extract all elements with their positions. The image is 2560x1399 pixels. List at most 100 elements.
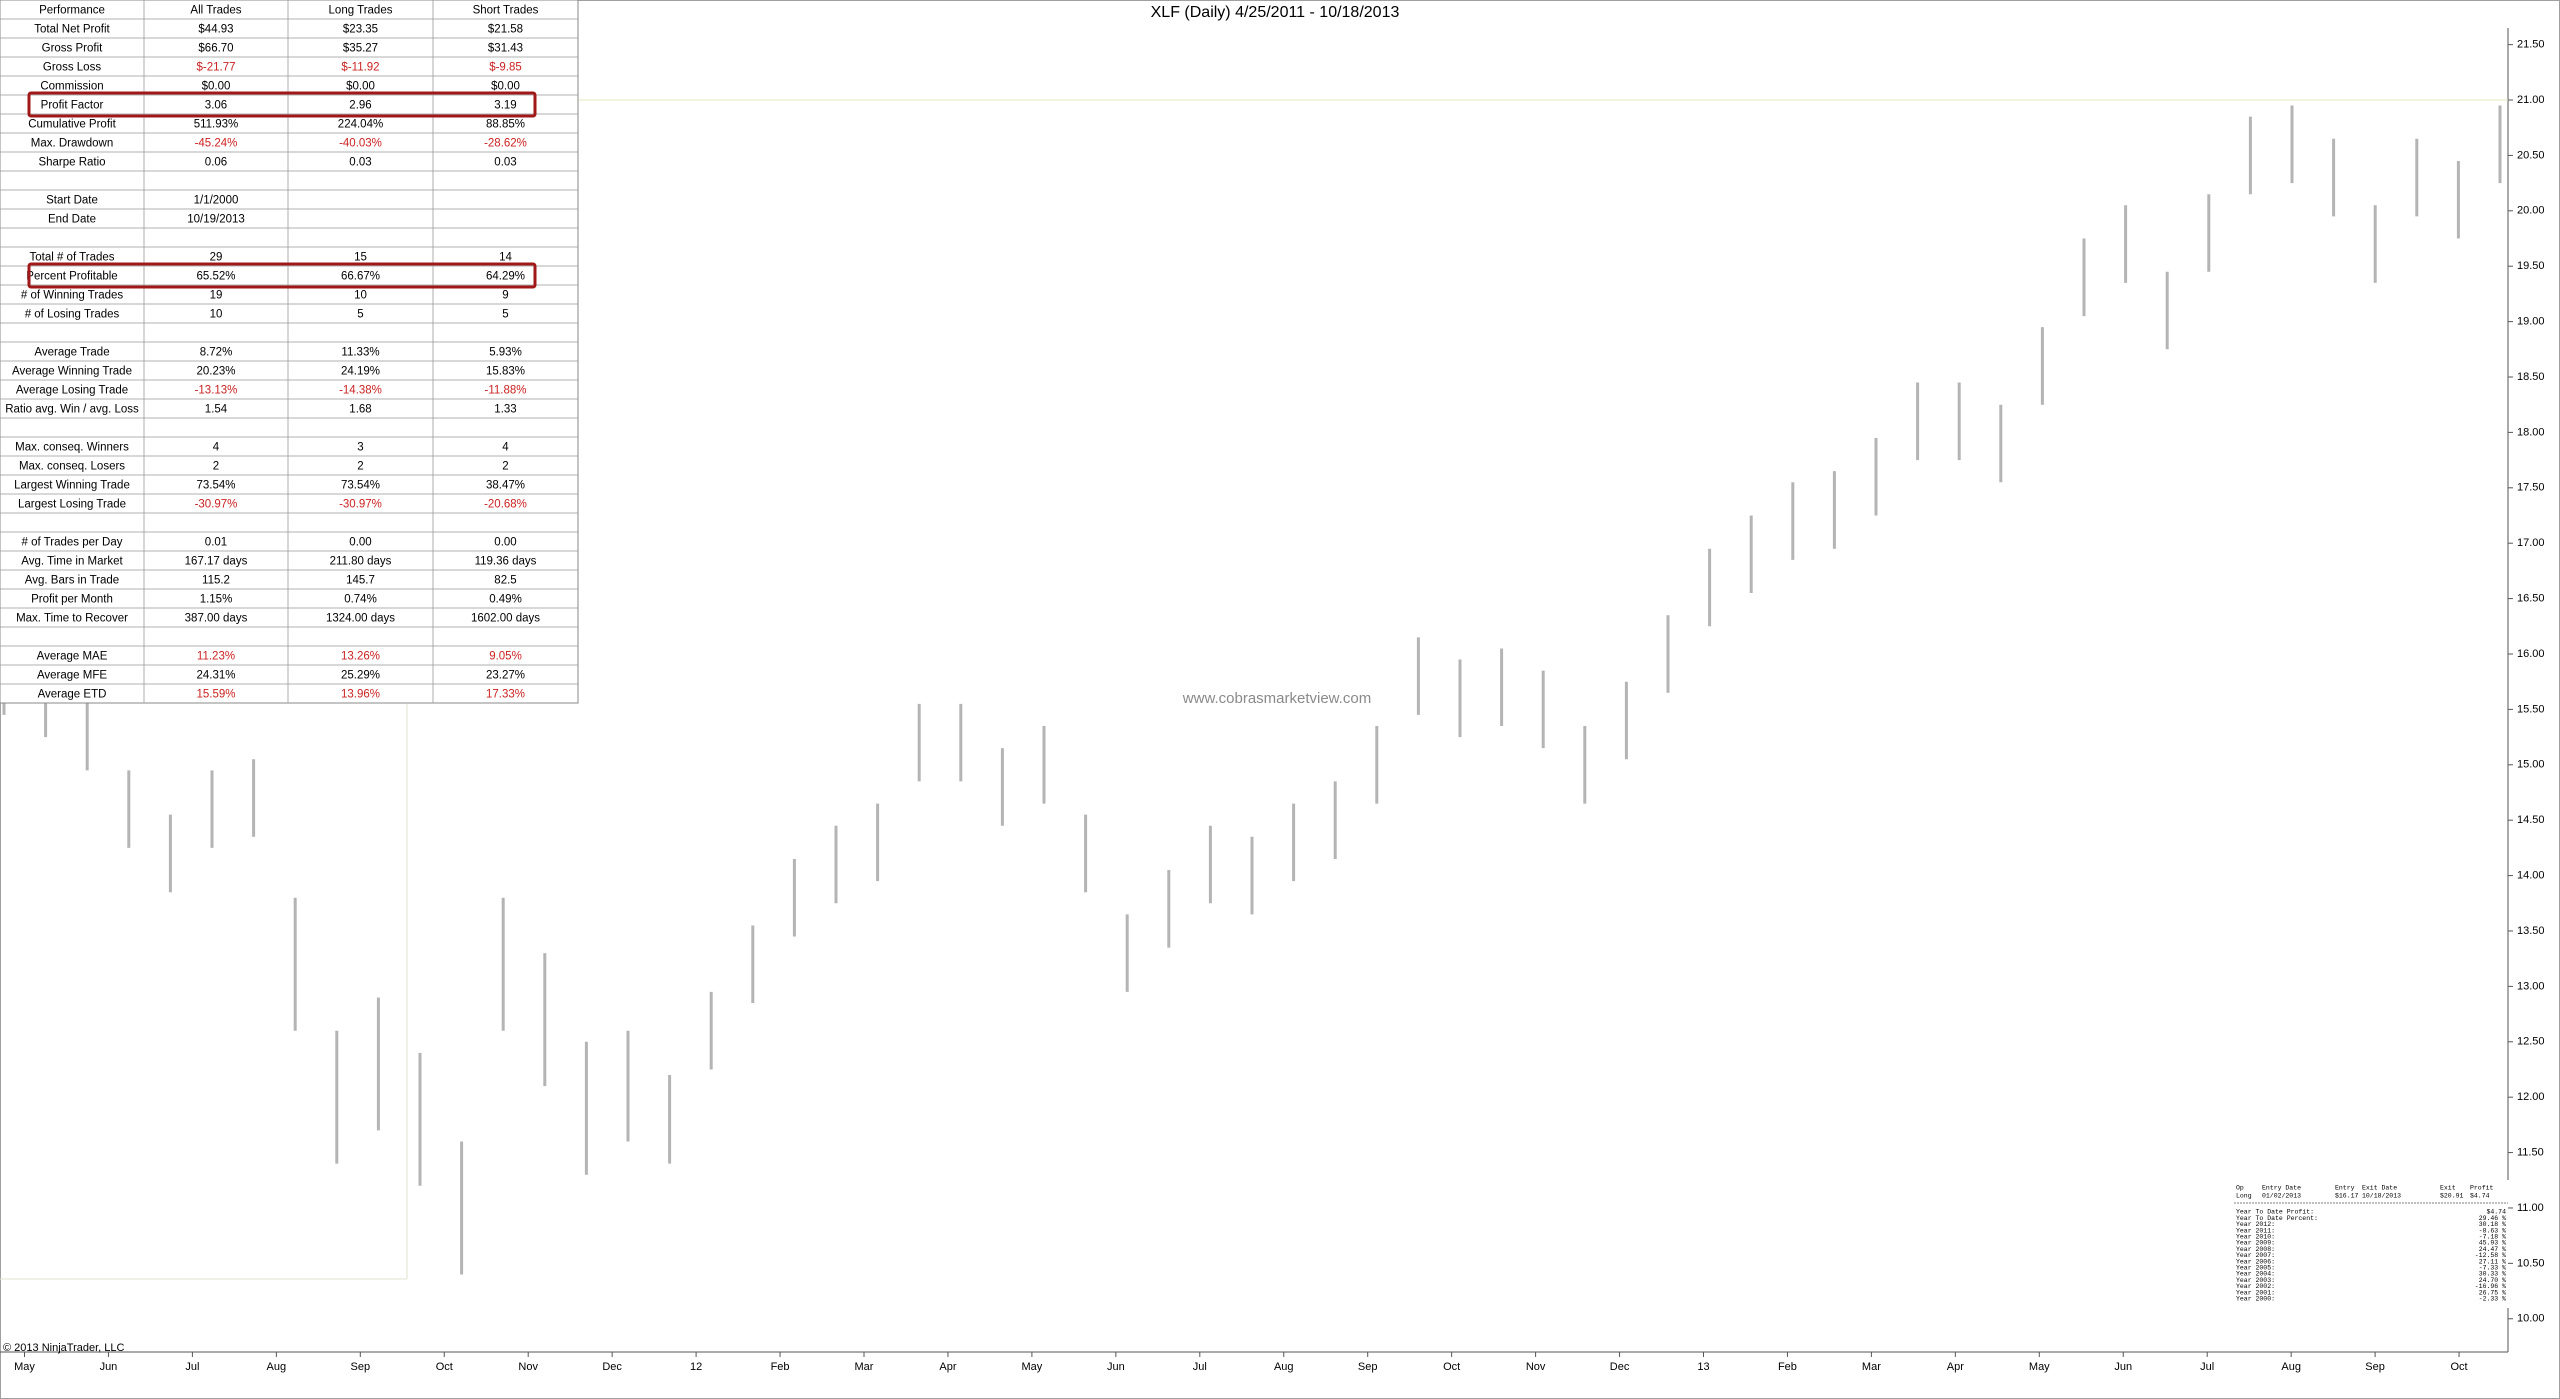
cell-value: 10 bbox=[210, 309, 223, 321]
row-label: Percent Profitable bbox=[26, 271, 117, 283]
report-stat-label: Year To Date Percent: bbox=[2236, 1215, 2318, 1222]
cell-value: 0.06 bbox=[205, 157, 227, 169]
report-stat-value: -12.58 % bbox=[2475, 1252, 2506, 1259]
cell-value: 24.19% bbox=[341, 366, 380, 378]
cell-value: 14 bbox=[499, 252, 512, 264]
cell-value: $-9.85 bbox=[489, 62, 522, 74]
report-stat-label: Year 2003: bbox=[2236, 1277, 2275, 1284]
x-tick-label: Aug bbox=[267, 1361, 287, 1373]
cell-value: 387.00 days bbox=[185, 613, 248, 625]
chart-title: XLF (Daily) 4/25/2011 - 10/18/2013 bbox=[1151, 4, 1400, 21]
cell-value: -11.88% bbox=[485, 385, 527, 397]
row-label: Sharpe Ratio bbox=[38, 157, 105, 169]
cell-value: 211.80 days bbox=[330, 556, 392, 568]
report-stat-value: 30.18 % bbox=[2479, 1221, 2506, 1228]
cell-value: 4 bbox=[213, 442, 220, 454]
y-tick-label: 18.00 bbox=[2517, 426, 2545, 438]
cell-value: -14.38% bbox=[339, 385, 382, 397]
row-label: Average Losing Trade bbox=[16, 385, 128, 397]
x-tick-label: Sep bbox=[1358, 1361, 1378, 1373]
cell-value: 2.96 bbox=[349, 100, 371, 112]
y-tick-label: 15.50 bbox=[2517, 703, 2545, 715]
row-label: Average MFE bbox=[37, 670, 107, 682]
report-stat-label: Year 2009: bbox=[2236, 1240, 2275, 1247]
y-tick-label: 11.50 bbox=[2517, 1146, 2544, 1158]
x-tick-label: Apr bbox=[939, 1361, 956, 1373]
report-stat-value: $4.74 bbox=[2486, 1209, 2506, 1216]
x-tick-label: May bbox=[1022, 1361, 1043, 1373]
x-tick-label: Jul bbox=[2200, 1361, 2214, 1373]
cell-value: 1.54 bbox=[205, 404, 228, 416]
cell-value: 13.26% bbox=[341, 651, 380, 663]
cell-value: -30.97% bbox=[339, 499, 382, 511]
y-tick-label: 21.50 bbox=[2517, 39, 2545, 51]
x-tick-label: Aug bbox=[2281, 1361, 2301, 1373]
row-label: Avg. Time in Market bbox=[21, 556, 123, 568]
cell-value: 82.5 bbox=[494, 575, 516, 587]
cell-value: 17.33% bbox=[486, 689, 525, 701]
cell-value: 38.47% bbox=[486, 480, 525, 492]
cell-value: $31.43 bbox=[488, 43, 523, 55]
x-tick-label: Aug bbox=[1274, 1361, 1294, 1373]
cell-value: 10/19/2013 bbox=[187, 214, 245, 226]
cell-value: 0.03 bbox=[349, 157, 371, 169]
report-stat-label: Year 2006: bbox=[2236, 1258, 2275, 1265]
cell-value: 9 bbox=[502, 290, 508, 302]
cell-value: 64.29% bbox=[486, 271, 525, 283]
x-tick-label: Oct bbox=[2450, 1361, 2467, 1373]
x-tick-label: Feb bbox=[771, 1361, 790, 1373]
report-background bbox=[2230, 1180, 2512, 1308]
x-tick-label: Mar bbox=[855, 1361, 874, 1373]
y-tick-label: 10.50 bbox=[2517, 1257, 2545, 1269]
cell-value: 29 bbox=[210, 252, 223, 264]
cell-value: 23.27% bbox=[486, 670, 525, 682]
report-stat-value: 30.33 % bbox=[2479, 1271, 2506, 1278]
cell-value: Long Trades bbox=[329, 5, 393, 17]
cell-value: 3 bbox=[357, 442, 363, 454]
cell-value: 65.52% bbox=[196, 271, 235, 283]
cell-value: $35.27 bbox=[343, 43, 378, 55]
cell-value: -28.62% bbox=[484, 138, 527, 150]
cell-value: 4 bbox=[502, 442, 509, 454]
row-label: Max. Drawdown bbox=[31, 138, 113, 150]
x-tick-label: Nov bbox=[518, 1361, 538, 1373]
x-tick-label: Feb bbox=[1778, 1361, 1797, 1373]
cell-value: 8.72% bbox=[200, 347, 233, 359]
x-tick-label: Mar bbox=[1862, 1361, 1881, 1373]
row-label: Average Winning Trade bbox=[12, 366, 132, 378]
report-stat-value: -7.33 % bbox=[2479, 1265, 2506, 1272]
report-stat-value: 45.93 % bbox=[2479, 1240, 2506, 1247]
y-tick-label: 18.50 bbox=[2517, 371, 2545, 383]
y-tick-label: 17.00 bbox=[2517, 537, 2545, 549]
row-label: Largest Winning Trade bbox=[14, 480, 130, 492]
row-label: Max. Time to Recover bbox=[16, 613, 128, 625]
x-tick-label: May bbox=[2029, 1361, 2050, 1373]
x-tick-label: Jul bbox=[1193, 1361, 1207, 1373]
cell-value: $-21.77 bbox=[196, 62, 235, 74]
y-tick-label: 12.50 bbox=[2517, 1036, 2545, 1048]
cell-value: 2 bbox=[502, 461, 508, 473]
cell-value: $0.00 bbox=[346, 81, 375, 93]
cell-value: 167.17 days bbox=[185, 556, 248, 568]
row-label: Gross Loss bbox=[43, 62, 101, 74]
row-label: Profit per Month bbox=[31, 594, 113, 606]
cell-value: $0.00 bbox=[491, 81, 520, 93]
report-header: Exit bbox=[2440, 1185, 2456, 1192]
cell-value: 10 bbox=[354, 290, 367, 302]
row-label: # of Winning Trades bbox=[21, 290, 124, 302]
x-tick-label: 13 bbox=[1697, 1361, 1709, 1373]
cell-value: 0.74% bbox=[344, 594, 377, 606]
report-stat-label: Year To Date Profit: bbox=[2236, 1209, 2314, 1216]
y-tick-label: 20.50 bbox=[2517, 149, 2545, 161]
cell-value: 15.59% bbox=[196, 689, 235, 701]
cell-value: -13.13% bbox=[195, 385, 238, 397]
cell-value: $0.00 bbox=[202, 81, 231, 93]
cell-value: 1.33 bbox=[494, 404, 516, 416]
x-tick-label: Dec bbox=[602, 1361, 622, 1373]
cell-value: 511.93% bbox=[194, 119, 239, 131]
watermark: www.cobrasmarketview.com bbox=[1182, 690, 1371, 707]
cell-value: $44.93 bbox=[198, 24, 233, 36]
cell-value: 15.83% bbox=[486, 366, 525, 378]
report-trade: 01/02/2013 bbox=[2262, 1193, 2301, 1200]
